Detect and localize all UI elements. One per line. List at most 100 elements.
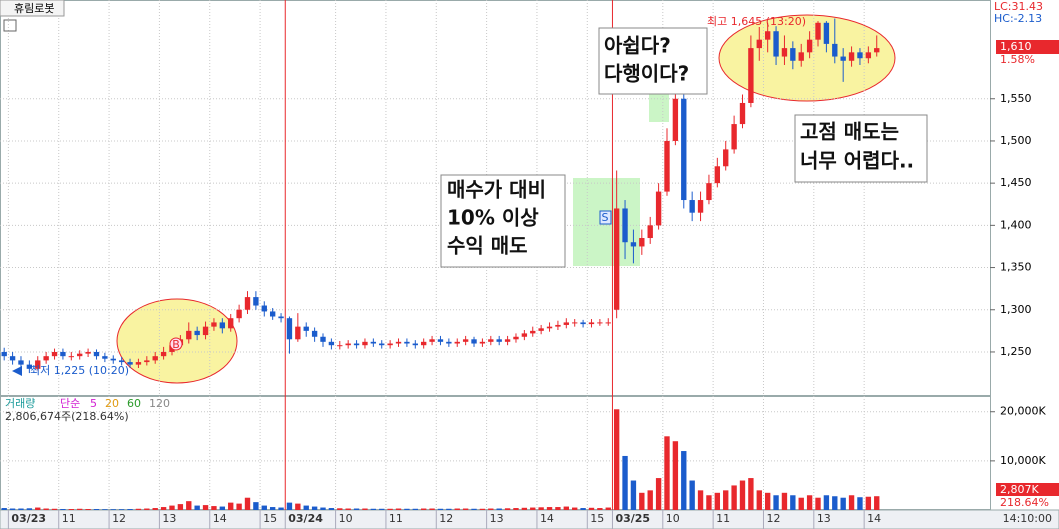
candle-body [605,322,611,324]
volume-bar [806,495,813,510]
volume-bar [43,508,49,510]
volume-bar [504,508,511,510]
candle-body [152,356,158,361]
volume-bar [278,507,284,510]
chart-title: 휴림로봇 [14,2,54,15]
volume-ratio: 218.64% [1000,496,1049,509]
y-tick-label: 1,550 [1000,92,1032,105]
candle-body [639,238,645,247]
volume-bar [211,506,217,510]
volume-bar [68,509,74,510]
volume-bar [723,490,729,510]
candle-body [546,326,553,329]
price-change: 1.58% [1000,53,1035,66]
candle-body [68,356,74,358]
candle-body [118,360,125,363]
volume-bar [186,501,192,510]
candle-body [85,351,91,354]
volume-bar [513,508,519,510]
candle-body [798,52,804,61]
candle-body [806,39,813,53]
candle-body [26,364,33,369]
candle-body [144,360,150,363]
volume-bar [60,509,66,510]
volume-bar [35,507,41,510]
x-tick-label: 14 [867,512,881,525]
volume-bar [580,508,586,510]
volume-bar [874,496,880,510]
x-tick-label: 14 [213,512,227,525]
volume-bar [328,508,335,510]
candle-body [848,52,855,61]
low-arrow [12,366,22,376]
volume-bar [169,505,175,510]
volume-bar [412,508,418,510]
volume-bar [613,409,620,510]
candle-body [219,322,226,329]
legend-item: 120 [149,397,170,410]
volume-bar [681,451,687,510]
callout-text: 매수가 대비 [447,178,546,202]
candle-body [35,360,41,369]
volume-bar [857,497,863,510]
candle-body [269,311,276,317]
legend-item: 5 [90,397,97,410]
volume-bar [790,495,796,510]
volume-bar [462,508,469,510]
candle-body [521,333,528,337]
price-box [996,40,1059,54]
candle-body [429,339,435,342]
candle-body [462,339,469,342]
title-box [0,0,65,17]
volume-bar [127,509,133,510]
candle-body [278,316,284,319]
x-tick-label: 15 [590,512,604,525]
volume-bar [672,441,679,510]
volume-bar [194,505,200,510]
candle-body [60,351,66,357]
candle-body [127,362,133,365]
callout-text: 수익 매도 [447,234,528,258]
buy-signal [169,337,183,351]
time-axis [0,509,1059,529]
callout-text: 다행이다? [604,62,689,86]
volume-bar [160,507,167,510]
volume-bar [51,508,58,510]
candle-body [630,242,637,247]
volume-bar [454,508,460,510]
candle-body [295,326,301,340]
volume-bar [748,478,754,510]
volume-title: 거래량 [5,397,35,410]
highlights [116,14,896,384]
volume-bar [714,492,721,510]
volume-bar [320,507,326,510]
price-panel [0,0,991,396]
candle-body [9,356,16,361]
sell-label: S [602,211,609,224]
volume-bar [295,503,301,510]
volume-box [996,483,1059,496]
volume-bar [588,507,595,510]
candle-body [823,22,830,44]
x-tick-label: 13 [162,512,176,525]
volume-bar [764,492,771,510]
candle-body [102,356,108,359]
volume-bar [286,502,293,510]
candle-body [18,360,24,365]
x-tick-label: 03/23 [11,512,46,525]
candle-body [77,353,83,357]
candle-body [580,322,586,325]
candle-body [488,339,494,342]
volume-bar [823,495,830,510]
volume-bar [152,508,158,510]
volume-bar [261,505,267,510]
candle-body [723,149,729,167]
candle-body [379,343,385,346]
candle-body [311,330,318,337]
volume-bar [538,507,544,510]
highlight-box [649,90,669,122]
volume-bar [337,508,343,510]
volume-bar [773,495,779,510]
current-volume: 2,807K [1000,483,1039,496]
